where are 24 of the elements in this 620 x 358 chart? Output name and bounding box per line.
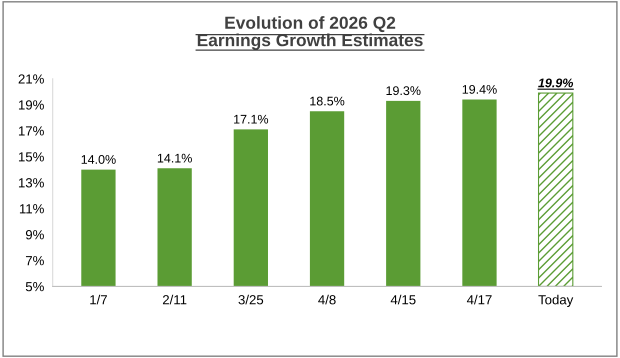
y-tick-label: 13%: [18, 178, 44, 188]
y-tick-label: 21%: [18, 74, 44, 84]
data-label: 19.9%: [538, 78, 574, 88]
data-label: 14.0%: [82, 155, 116, 164]
x-tick-label: 3/25: [238, 294, 264, 304]
y-tick-label: 7%: [26, 256, 44, 266]
x-tick-label: 4/8: [318, 294, 336, 304]
x-tick-label: 1/7: [90, 294, 107, 304]
y-tick-label: 19%: [18, 100, 44, 110]
y-tick-label: 15%: [18, 152, 44, 162]
data-label: 14.1%: [158, 154, 192, 163]
y-tick-label: 9%: [26, 230, 44, 240]
y-tick-label: 17%: [18, 126, 44, 136]
data-label: 19.3%: [386, 86, 421, 96]
data-label: 19.4%: [462, 84, 497, 94]
x-tick-label: Today: [538, 294, 574, 308]
x-tick-label: 4/15: [390, 294, 416, 304]
data-label: 18.5%: [310, 96, 344, 106]
chart-title: Evolution of 2026 Q2 Earnings Growth Estimates: [198, 16, 423, 50]
x-tick-label: 2/11: [162, 294, 186, 304]
data-label: 17.1%: [234, 114, 268, 124]
y-tick-label: 11%: [20, 204, 44, 214]
x-tick-label: 4/17: [466, 294, 492, 304]
y-tick-label: 5%: [26, 282, 44, 292]
